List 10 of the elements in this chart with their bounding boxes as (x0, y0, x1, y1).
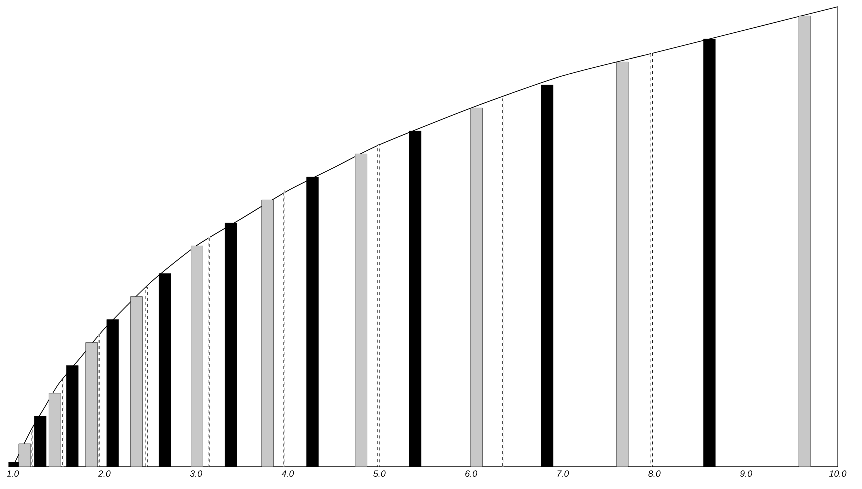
x-tick-label: 3.0 (190, 470, 202, 478)
x-tick-label: 6.0 (466, 470, 478, 478)
x-tick-label: 4.0 (282, 470, 294, 478)
x-tick-label: 8.0 (648, 470, 661, 478)
x-tick-label: 7.0 (558, 470, 570, 478)
x-tick-label: 2.0 (98, 470, 111, 478)
x-tick-label: 10.0 (830, 470, 847, 478)
x-tick-label: 1.0 (7, 470, 20, 478)
x-tick-label: 5.0 (374, 470, 386, 478)
x-tick-label: 9.0 (740, 470, 752, 478)
